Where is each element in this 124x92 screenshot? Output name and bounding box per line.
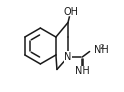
- Text: NH: NH: [75, 66, 90, 76]
- Text: OH: OH: [64, 7, 79, 17]
- Text: 2: 2: [100, 44, 104, 50]
- Text: NH: NH: [94, 45, 108, 55]
- Text: N: N: [64, 52, 72, 62]
